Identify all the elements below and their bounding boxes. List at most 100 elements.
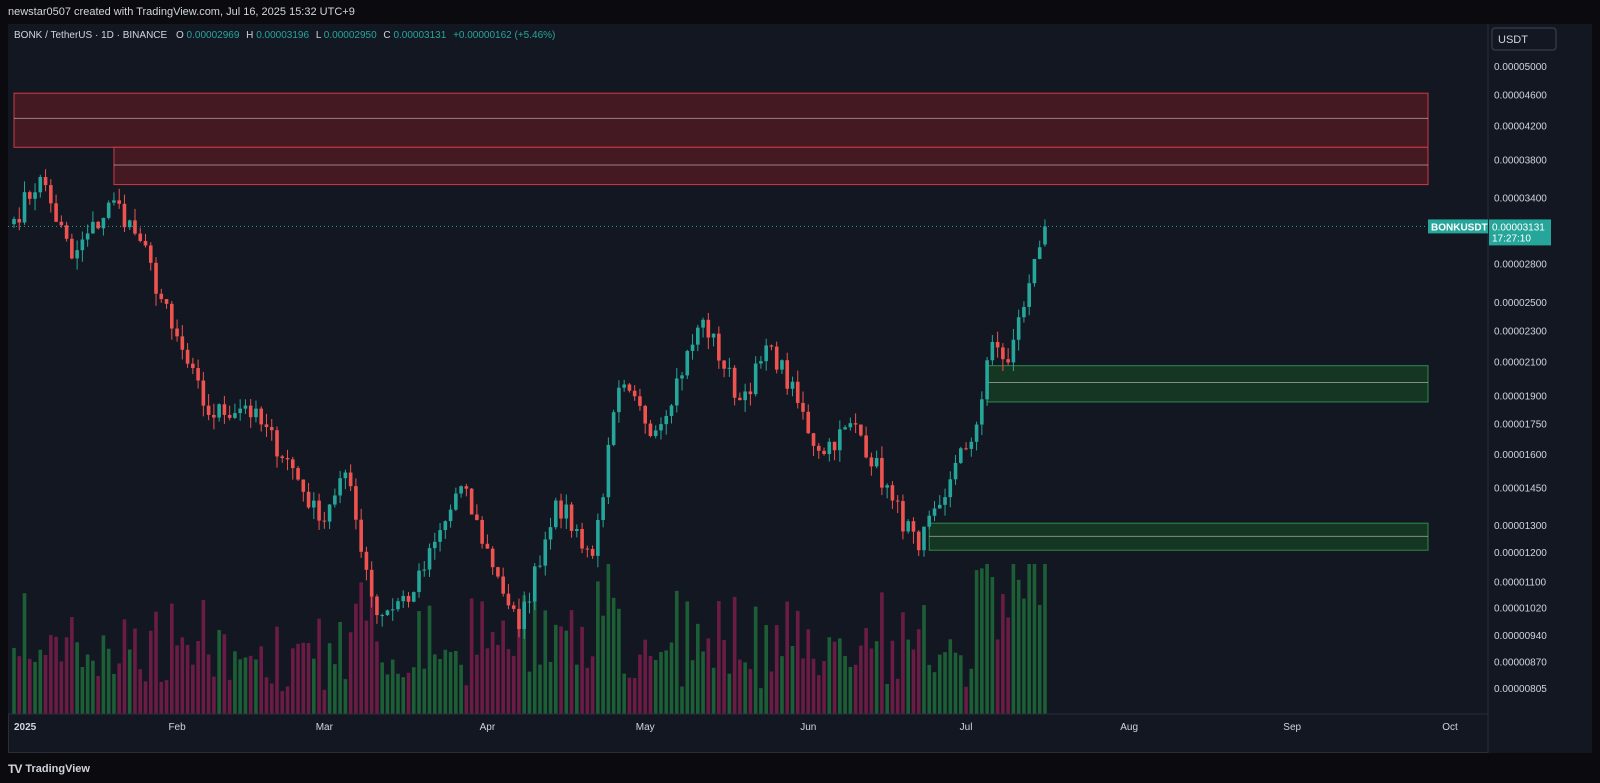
volume-bar xyxy=(80,667,85,714)
volume-bar xyxy=(327,643,332,714)
candle-body xyxy=(880,457,884,488)
volume-bar xyxy=(880,592,884,714)
candle-body xyxy=(433,541,437,549)
volume-bar xyxy=(206,654,211,714)
candle-body xyxy=(696,327,700,345)
candle-body xyxy=(375,596,379,616)
price-chart[interactable]: BONK / TetherUS · 1D · BINANCE O 0.00002… xyxy=(8,24,1592,753)
legend-h-label: H xyxy=(246,30,253,41)
volume-bar xyxy=(848,666,853,714)
volume-bar xyxy=(980,568,984,714)
volume-bar xyxy=(12,647,16,714)
volume-bar xyxy=(517,625,521,714)
volume-bar xyxy=(569,610,574,714)
candle-body xyxy=(1037,247,1042,259)
volume-bar xyxy=(411,667,416,714)
candle-body xyxy=(12,218,16,225)
candle-body xyxy=(622,384,626,388)
tradingview-logo[interactable]: TV TradingView xyxy=(8,762,90,776)
candle-body xyxy=(348,472,353,487)
candle-body xyxy=(832,441,837,451)
candle-body xyxy=(485,543,490,549)
candle-body xyxy=(390,609,395,611)
currency-button[interactable]: USDT xyxy=(1491,27,1557,51)
volume-bar xyxy=(280,691,285,714)
candle-body xyxy=(264,424,269,428)
footer-bar: TV TradingView xyxy=(0,753,1600,783)
volume-bar xyxy=(1011,564,1016,714)
time-axis-ticks: 2025 Feb Mar Apr May Jun Jul Aug Sep Oct xyxy=(14,722,1458,733)
candle-body xyxy=(827,441,832,455)
volume-bar xyxy=(185,644,190,714)
volume-bar xyxy=(974,570,979,714)
volume-bar xyxy=(995,639,1000,714)
candle-body xyxy=(422,569,427,571)
candle-body xyxy=(553,500,558,528)
volume-bar xyxy=(33,661,37,714)
candle-body xyxy=(548,527,553,540)
candle-body xyxy=(727,367,732,369)
candle-body xyxy=(848,423,853,428)
candle-body xyxy=(127,220,132,228)
volume-bar xyxy=(459,664,463,714)
candle-body xyxy=(275,430,279,457)
candle-body xyxy=(638,396,642,406)
candle-body xyxy=(701,319,705,328)
y-tick-label: 0.00001100 xyxy=(1494,578,1547,589)
volume-bar xyxy=(916,629,921,714)
candle-body xyxy=(916,531,921,551)
volume-bar xyxy=(443,649,448,714)
candle-body xyxy=(411,592,416,602)
volume-bar xyxy=(448,652,453,714)
volume-bar xyxy=(343,679,348,714)
volume-bar xyxy=(75,642,79,714)
candle-body xyxy=(717,333,721,361)
candle-body xyxy=(738,397,742,401)
candle-body xyxy=(122,203,127,228)
y-tick-label: 0.00004600 xyxy=(1494,90,1547,101)
x-tick-label: 2025 xyxy=(14,722,37,733)
candle-body xyxy=(885,485,889,488)
volume-bar xyxy=(70,617,74,714)
volume-bar xyxy=(1037,604,1042,714)
y-tick-label: 0.00001600 xyxy=(1494,450,1547,461)
candle-body xyxy=(706,319,711,338)
volume-bar xyxy=(532,591,537,714)
candle-body xyxy=(517,608,521,630)
candle-body xyxy=(312,500,316,508)
candle-body xyxy=(532,566,537,602)
volume-bar xyxy=(764,625,768,714)
volume-bar xyxy=(827,637,832,714)
volume-bar xyxy=(596,581,600,714)
candle-body xyxy=(385,610,390,616)
legend-open: 0.00002969 xyxy=(187,30,240,41)
candle-body xyxy=(801,402,805,412)
volume-bar xyxy=(769,671,774,714)
volume-bar xyxy=(664,650,669,714)
candle-body xyxy=(259,408,264,425)
volume-bar xyxy=(380,662,384,714)
volume-bar xyxy=(685,601,690,714)
candle-body xyxy=(438,530,442,542)
candle-body xyxy=(906,521,910,532)
volume-bar xyxy=(575,664,579,714)
volume-bar xyxy=(122,619,127,714)
volume-bar xyxy=(106,648,111,714)
candle-body xyxy=(611,412,616,445)
candle-body xyxy=(953,462,958,480)
candle-body xyxy=(969,441,974,449)
volume-bar xyxy=(285,686,290,714)
volume-bar xyxy=(390,659,395,714)
candle-body xyxy=(785,360,790,389)
candle-body xyxy=(822,450,826,455)
volume-bar xyxy=(127,649,132,714)
volume-bar xyxy=(222,634,227,714)
volume-bar xyxy=(648,656,653,714)
candle-body xyxy=(769,345,774,347)
volume-bar xyxy=(290,648,295,714)
candle-body xyxy=(995,341,1000,348)
candle-body xyxy=(117,200,121,204)
volume-bar xyxy=(753,606,758,714)
candle-body xyxy=(790,381,795,389)
volume-bar xyxy=(611,597,616,714)
